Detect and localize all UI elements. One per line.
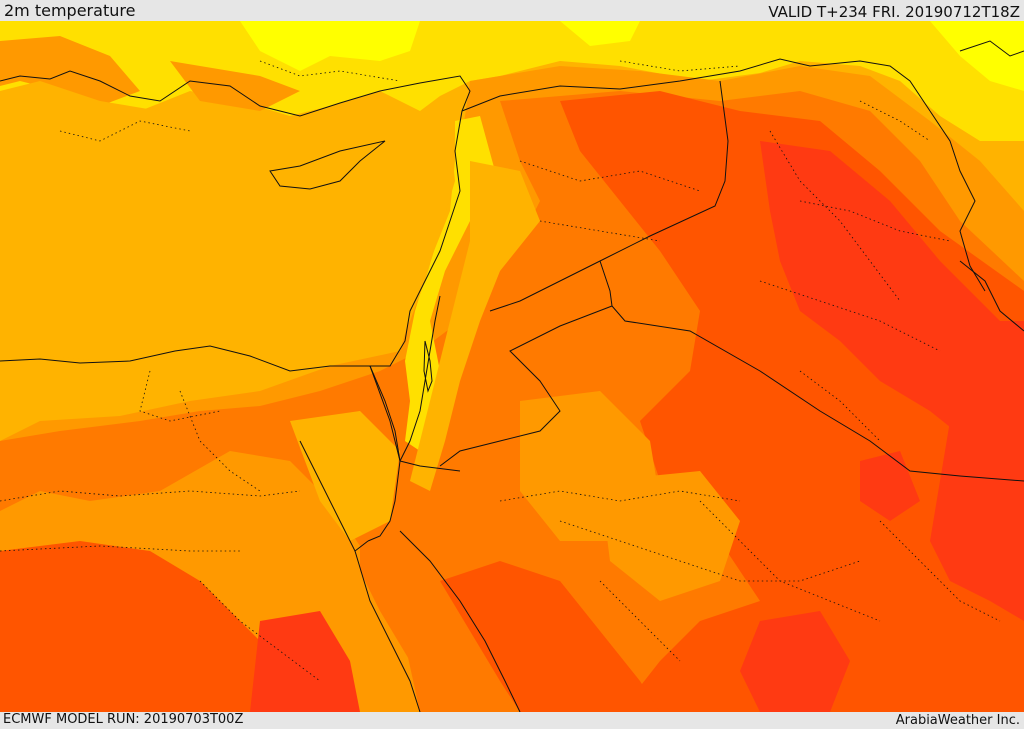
header-bar: 2m temperature VALID T+234 FRI. 20190712…	[0, 0, 1024, 21]
red-sea-west-coast	[354, 550, 421, 712]
hot-spot-kuwait	[930, 321, 1024, 621]
map-canvas	[0, 21, 1024, 712]
black-sea-coast	[959, 40, 1024, 57]
egypt-israel-border	[369, 365, 401, 462]
turkey-syria-border	[461, 58, 931, 112]
sinai-light	[290, 411, 400, 541]
red-sea	[360, 531, 520, 712]
red-sea-east-coast	[399, 530, 521, 712]
province-borders	[0, 60, 1001, 682]
turkey-south-coast	[0, 70, 471, 117]
arabia-light-patch	[520, 391, 740, 601]
country-borders	[369, 58, 1024, 482]
jordan-iraq-border	[599, 260, 1024, 482]
hot-spot-sudan	[250, 611, 360, 712]
jordan-saudi-border	[439, 305, 613, 467]
land-deep-orange-west	[0, 541, 300, 712]
temperature-map[interactable]	[0, 21, 1024, 712]
sinai-coast	[367, 365, 401, 542]
aqaba-border	[399, 460, 461, 472]
mediterranean-sea	[0, 81, 455, 366]
valid-time: VALID T+234 FRI. 20190712T18Z	[768, 3, 1020, 21]
north-cool-zone	[0, 21, 1024, 141]
gulf-of-suez	[299, 440, 369, 552]
credit-label: ArabiaWeather Inc.	[895, 713, 1020, 728]
iraq-iran-border	[929, 110, 986, 292]
map-title: 2m temperature	[4, 1, 136, 20]
levant-coast	[370, 110, 463, 367]
footer-bar: ECMWF MODEL RUN: 20190703T00Z ArabiaWeat…	[0, 712, 1024, 729]
model-run-label: ECMWF MODEL RUN: 20190703T00Z	[3, 712, 244, 727]
levant-light-strip	[410, 161, 540, 491]
jordan-west-border	[399, 295, 441, 462]
north-bright-yellow	[240, 21, 1024, 91]
syria-iraq-border	[489, 80, 729, 312]
egypt-north-coast	[0, 345, 370, 372]
cyprus-outline	[269, 140, 386, 190]
coastlines	[0, 40, 1024, 712]
north-orange-patch	[0, 36, 300, 111]
hot-spot-saudi	[740, 451, 920, 712]
